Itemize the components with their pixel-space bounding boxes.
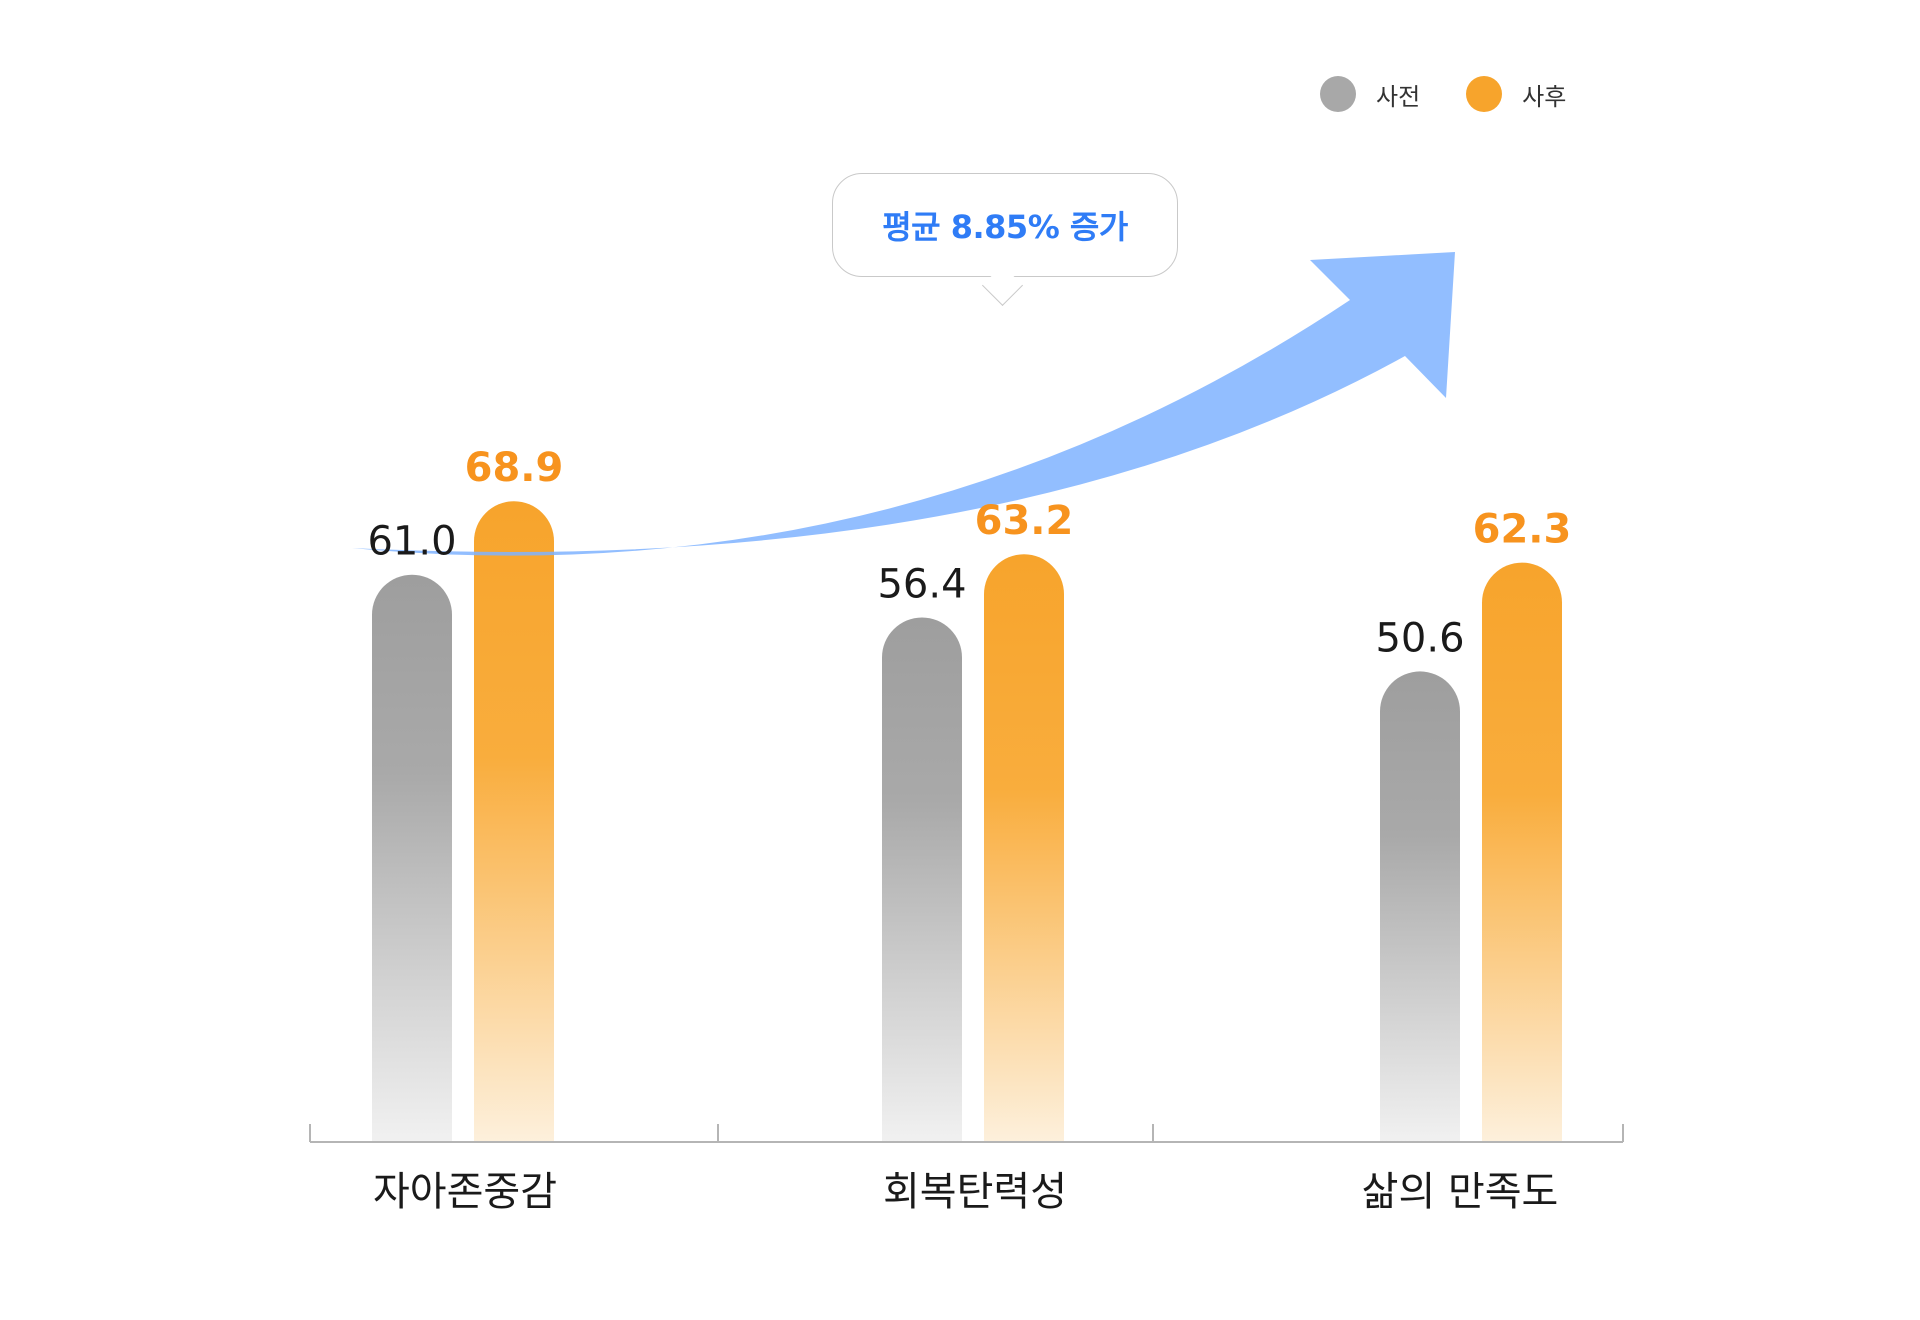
trend-arrow (352, 252, 1455, 556)
value-labels-layer: 61.068.9 56.463.2 50.6 62.3 (367, 445, 1571, 661)
legend-item-after: 사후 (1466, 76, 1566, 112)
legend-swatch-after (1466, 76, 1503, 112)
bar-before-1 (882, 617, 962, 1142)
category-label-2: 삶의 만족도 (1362, 1169, 1559, 1215)
callout-bubble: 평균 8.85% 증가 (832, 173, 1178, 277)
value-label-after-0: 68.9 (465, 445, 564, 491)
value-label-before-2: 50.6 (1375, 615, 1464, 661)
legend: 사전 사후 (1320, 76, 1566, 112)
callout-text: 평균 8.85% 증가 (882, 208, 1128, 246)
legend-label-after: 사후 (1522, 82, 1567, 111)
category-label-0: 자아존중감 (373, 1169, 557, 1215)
bar-after-0 (474, 501, 554, 1142)
value-label-before-0: 61.0 (367, 519, 456, 565)
bar-after-2 (1482, 562, 1562, 1142)
trend-arrow-layer (352, 252, 1455, 556)
legend-swatch-before (1320, 76, 1356, 112)
legend-item-before: 사전 (1320, 76, 1420, 112)
category-label-1: 회복탄력성 (883, 1169, 1067, 1215)
value-label-after-2: 62.3 (1473, 507, 1572, 553)
bar-before-0 (372, 574, 452, 1142)
bar-after-1 (984, 554, 1064, 1142)
x-axis: 자아존중감 회복탄력성 삶의 만족도 (309, 1124, 1624, 1215)
bar-before-2 (1380, 671, 1460, 1142)
value-label-before-1: 56.4 (877, 561, 966, 607)
bars-layer (372, 501, 1562, 1142)
legend-label-before: 사전 (1376, 82, 1421, 111)
value-label-after-1: 63.2 (975, 498, 1074, 544)
